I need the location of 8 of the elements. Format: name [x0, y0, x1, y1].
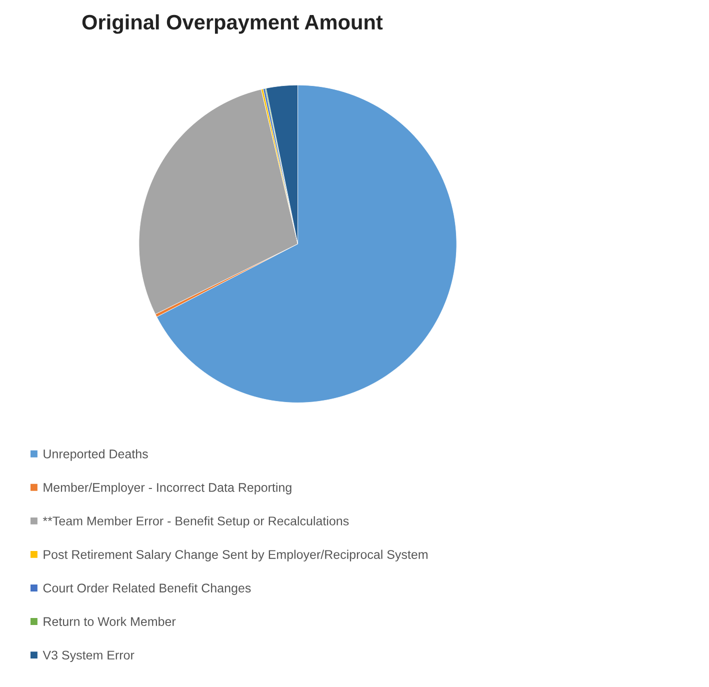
legend-label: Return to Work Member [44, 616, 176, 626]
legend-label: Court Order Related Benefit Changes [43, 583, 251, 595]
legend-label: Member/Employer - Incorrect Data Reporting [44, 482, 292, 494]
legend-label: V3 System Error [42, 650, 134, 662]
chart-title: Original Overpayment Amount [82, 14, 383, 34]
legend-label: Unreported Deaths [44, 449, 148, 461]
legend-label: Post Retirement Salary Change Sent by Employer/Reciprocal System [44, 550, 428, 562]
legend-label: **Team Member Error - Benefit Setup or Recalculations [42, 516, 349, 528]
